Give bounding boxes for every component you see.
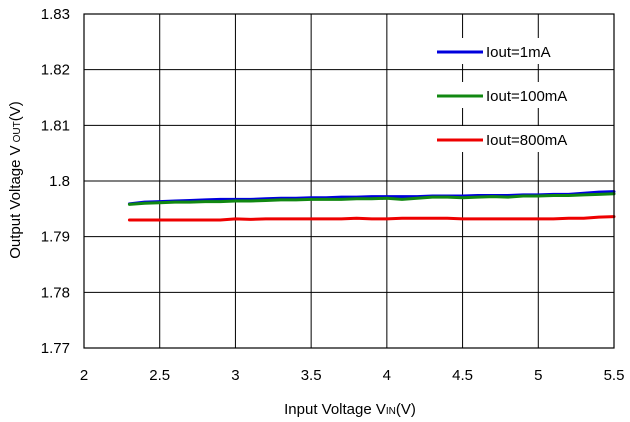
legend-label: Iout=100mA: [486, 88, 567, 105]
y-tick-label: 1.8: [49, 173, 70, 190]
x-tick-label: 5: [534, 367, 542, 384]
x-axis-title-unit: (V): [396, 401, 416, 418]
x-axis-title-main: Input Voltage V: [284, 401, 386, 418]
y-tick-label: 1.79: [41, 229, 70, 246]
y-tick-label: 1.83: [41, 6, 70, 23]
y-tick-label: 1.81: [41, 117, 70, 134]
x-tick-label: 5.5: [604, 367, 625, 384]
x-axis-title: Input Voltage VIN(V): [284, 401, 416, 418]
y-axis-title-sub: OUT: [12, 121, 23, 142]
x-tick-label: 2.5: [149, 367, 170, 384]
legend: Iout=1mA Iout=100mA Iout=800mA: [432, 38, 598, 152]
x-tick-labels: 2 2.5 3 3.5 4 4.5 5 5.5: [80, 367, 625, 384]
x-tick-label: 3.5: [301, 367, 322, 384]
y-tick-labels: 1.77 1.78 1.79 1.8 1.81 1.82 1.83: [41, 6, 70, 357]
plot-area-frame: [83, 13, 615, 349]
series-line-2: [127, 192, 616, 206]
x-tick-label: 4: [383, 367, 391, 384]
y-axis-title: Output Voltage V OUT(V): [7, 101, 24, 259]
x-tick-label: 4.5: [452, 367, 473, 384]
y-tick-label: 1.82: [41, 62, 70, 79]
x-tick-label: 3: [231, 367, 239, 384]
grid: [83, 13, 615, 349]
y-axis-title-main: Output Voltage V: [7, 145, 24, 258]
y-axis-title-unit: (V): [7, 101, 24, 121]
legend-label: Iout=800mA: [486, 132, 567, 149]
x-axis-title-sub: IN: [386, 406, 396, 417]
y-tick-label: 1.78: [41, 284, 70, 301]
series-lines: [127, 190, 616, 222]
series-line-3: [127, 215, 616, 222]
legend-label: Iout=1mA: [486, 44, 551, 61]
x-tick-label: 2: [80, 367, 88, 384]
y-tick-label: 1.77: [41, 340, 70, 357]
